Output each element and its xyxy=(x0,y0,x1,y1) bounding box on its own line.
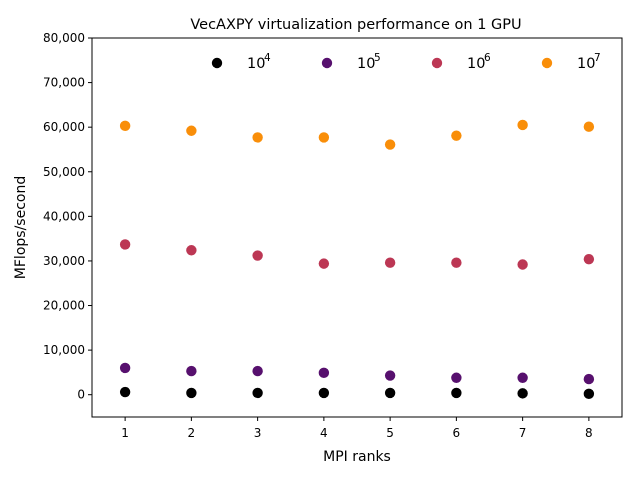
legend-label-exponent: 5 xyxy=(374,52,381,64)
legend-label: 10 xyxy=(467,56,485,72)
data-point-series-10-7 xyxy=(517,119,528,131)
data-points xyxy=(119,119,595,400)
legend-label: 10 xyxy=(247,56,265,72)
x-tick-label: 6 xyxy=(453,426,461,440)
y-tick-label: 20,000 xyxy=(43,299,85,313)
data-point-series-10-5 xyxy=(186,365,197,377)
x-tick-label: 1 xyxy=(121,426,129,440)
x-tick-label: 8 xyxy=(585,426,593,440)
y-tick-label: 10,000 xyxy=(43,343,85,357)
data-point-series-10-4 xyxy=(318,387,330,399)
data-point-series-10-6 xyxy=(451,257,462,268)
y-axis: 0 10,000 20,000 30,000 40,000 50,000 60,000 70,… xyxy=(43,31,92,402)
data-point-series-10-5 xyxy=(451,372,462,383)
data-point-series-10-6 xyxy=(252,250,263,261)
data-point-series-10-4 xyxy=(186,387,197,399)
legend-label-exponent: 7 xyxy=(594,52,601,64)
x-tick-label: 3 xyxy=(254,426,262,440)
legend-label: 10 xyxy=(577,56,595,72)
legend: 104 105 106 107 xyxy=(211,52,601,72)
x-axis: 1 2 3 4 5 6 7 8 xyxy=(121,417,593,440)
y-tick-label: 60,000 xyxy=(43,120,85,134)
y-tick-label: 80,000 xyxy=(43,31,85,45)
data-point-series-10-5 xyxy=(517,372,528,383)
data-point-series-10-7 xyxy=(119,120,131,132)
data-point-series-10-6 xyxy=(186,245,197,256)
y-tick-label: 0 xyxy=(77,388,85,402)
y-tick-label: 70,000 xyxy=(43,76,85,90)
data-point-series-10-7 xyxy=(318,132,330,143)
legend-marker xyxy=(541,57,553,69)
x-tick-label: 7 xyxy=(519,426,527,440)
data-point-series-10-4 xyxy=(517,388,528,399)
data-point-series-10-6 xyxy=(517,259,528,270)
y-tick-label: 30,000 xyxy=(43,254,85,268)
legend-marker xyxy=(431,57,443,69)
plot-area xyxy=(91,37,623,418)
legend-marker xyxy=(211,57,223,69)
legend-marker xyxy=(321,57,333,69)
y-tick-label: 50,000 xyxy=(43,165,85,179)
data-point-series-10-4 xyxy=(451,387,462,399)
data-point-series-10-5 xyxy=(318,367,330,379)
data-point-series-10-6 xyxy=(119,239,131,250)
data-point-series-10-6 xyxy=(384,257,396,268)
data-point-series-10-4 xyxy=(583,388,595,400)
legend-label-exponent: 4 xyxy=(264,52,271,64)
data-point-series-10-4 xyxy=(384,387,396,399)
chart-title: VecAXPY virtualization performance on 1 … xyxy=(190,17,521,33)
x-tick-label: 4 xyxy=(320,426,328,440)
legend-label: 10 xyxy=(357,56,375,72)
data-point-series-10-5 xyxy=(384,370,396,381)
data-point-series-10-5 xyxy=(119,362,131,374)
data-point-series-10-7 xyxy=(252,132,263,143)
data-point-series-10-4 xyxy=(252,387,263,399)
y-axis-title: MFlops/second xyxy=(13,176,29,279)
data-point-series-10-6 xyxy=(318,258,330,269)
x-tick-label: 2 xyxy=(188,426,196,440)
x-tick-label: 5 xyxy=(386,426,394,440)
data-point-series-10-7 xyxy=(451,130,462,141)
data-point-series-10-7 xyxy=(384,139,396,150)
data-point-series-10-5 xyxy=(583,373,595,385)
data-point-series-10-4 xyxy=(119,386,131,398)
x-axis-title: MPI ranks xyxy=(323,449,391,465)
data-point-series-10-7 xyxy=(186,125,197,136)
legend-label-exponent: 6 xyxy=(484,52,491,64)
data-point-series-10-5 xyxy=(252,365,263,377)
data-point-series-10-7 xyxy=(583,121,595,132)
data-point-series-10-6 xyxy=(583,253,595,265)
y-tick-label: 40,000 xyxy=(43,209,85,223)
